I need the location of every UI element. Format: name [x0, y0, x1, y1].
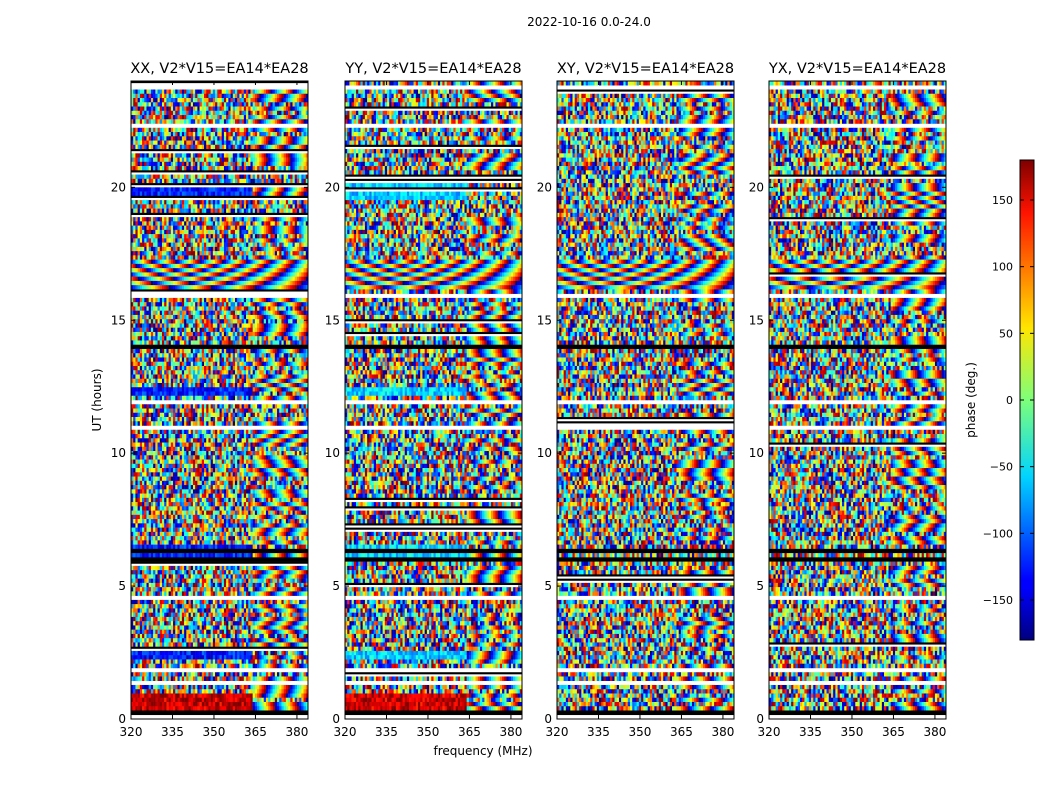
x-tick-label: 350 [417, 725, 440, 739]
y-tick-label: 15 [749, 313, 764, 327]
y-tick-label: 0 [756, 712, 764, 726]
panel-yx: YX, V2*V15=EA14*EA28 320 335 350 365 380 0 5 10 1… [749, 61, 947, 739]
x-axis-label: frequency (MHz) [433, 744, 532, 758]
y-tick-label: 10 [325, 446, 340, 460]
y-tick-label: 10 [111, 446, 126, 460]
y-tick-label: 5 [756, 579, 764, 593]
figure-title: 2022-10-16 0.0-24.0 [527, 15, 651, 29]
panel-title: YX, V2*V15=EA14*EA28 [768, 61, 946, 77]
colorbar-tick-label: 0 [1006, 394, 1013, 407]
y-tick-label: 5 [118, 579, 126, 593]
panel-title: XY, V2*V15=EA14*EA28 [557, 61, 734, 77]
panel-xx: XX, V2*V15=EA14*EA28 320 335 350 365 380 0 5 10 1… [111, 61, 309, 739]
y-tick-label: 15 [325, 313, 340, 327]
y-ticks: 0 5 10 15 20 [111, 180, 308, 726]
x-tick-label: 320 [120, 725, 143, 739]
y-tick-label: 0 [118, 712, 126, 726]
panels: XX, V2*V15=EA14*EA28 320 335 350 365 380 0 5 10 1… [111, 61, 947, 739]
y-ticks: 0 5 10 15 20 [749, 180, 946, 726]
panel-frame [344, 80, 523, 720]
x-tick-label: 335 [587, 725, 610, 739]
x-tick-label: 335 [375, 725, 398, 739]
colorbar-tick-label: −100 [983, 527, 1013, 540]
y-tick-label: 10 [537, 446, 552, 460]
phase-heatmap [345, 81, 523, 716]
colorbar: 150 100 50 0 −50 −100 −150 phase (deg.) [964, 159, 1035, 641]
y-tick-label: 20 [325, 180, 340, 194]
colorbar-tick-label: 50 [999, 327, 1013, 340]
y-tick-label: 0 [544, 712, 552, 726]
x-tick-label: 380 [499, 725, 522, 739]
panel-xy: XY, V2*V15=EA14*EA28 320 335 350 365 380 0 5 10 1… [537, 61, 735, 739]
x-tick-label: 320 [758, 725, 781, 739]
phase-heatmap [131, 81, 309, 716]
y-tick-label: 10 [749, 446, 764, 460]
y-ticks: 0 5 10 15 20 [325, 180, 522, 726]
x-ticks: 320 335 350 365 380 [758, 81, 946, 739]
x-ticks: 320 335 350 365 380 [120, 81, 308, 739]
x-tick-label: 320 [334, 725, 357, 739]
colorbar-tick-label: −150 [983, 594, 1013, 607]
x-tick-label: 350 [629, 725, 652, 739]
x-tick-label: 365 [244, 725, 267, 739]
y-tick-label: 15 [111, 313, 126, 327]
colorbar-tick-label: 100 [992, 261, 1013, 274]
x-ticks: 320 335 350 365 380 [546, 81, 734, 739]
phase-heatmap [557, 81, 735, 716]
x-ticks: 320 335 350 365 380 [334, 81, 522, 739]
y-tick-label: 20 [111, 180, 126, 194]
x-tick-label: 365 [458, 725, 481, 739]
panel-yy: YY, V2*V15=EA14*EA28 320 335 350 365 380 0 5 10 1… [325, 61, 523, 739]
colorbar-tick-label: −50 [990, 461, 1013, 474]
panel-frame [768, 80, 947, 720]
y-tick-label: 20 [537, 180, 552, 194]
y-tick-label: 0 [332, 712, 340, 726]
panel-title: XX, V2*V15=EA14*EA28 [130, 61, 308, 77]
x-tick-label: 380 [711, 725, 734, 739]
panel-frame [556, 80, 735, 720]
x-tick-label: 320 [546, 725, 569, 739]
x-tick-label: 365 [670, 725, 693, 739]
y-ticks: 0 5 10 15 20 [537, 180, 734, 726]
y-tick-label: 5 [332, 579, 340, 593]
colorbar-ticks: 150 100 50 0 −50 −100 −150 [983, 194, 1034, 607]
x-tick-label: 365 [882, 725, 905, 739]
x-tick-label: 380 [923, 725, 946, 739]
y-tick-label: 15 [537, 313, 552, 327]
phase-heatmap [769, 81, 947, 716]
panel-title: YY, V2*V15=EA14*EA28 [344, 61, 521, 77]
y-tick-label: 5 [544, 579, 552, 593]
x-tick-label: 335 [799, 725, 822, 739]
x-tick-label: 335 [161, 725, 184, 739]
y-tick-label: 20 [749, 180, 764, 194]
panel-frame [130, 80, 309, 720]
x-tick-label: 350 [841, 725, 864, 739]
colorbar-label: phase (deg.) [964, 362, 978, 438]
x-tick-label: 350 [203, 725, 226, 739]
x-tick-label: 380 [285, 725, 308, 739]
colorbar-tick-label: 150 [992, 194, 1013, 207]
y-axis-label: UT (hours) [90, 368, 104, 431]
